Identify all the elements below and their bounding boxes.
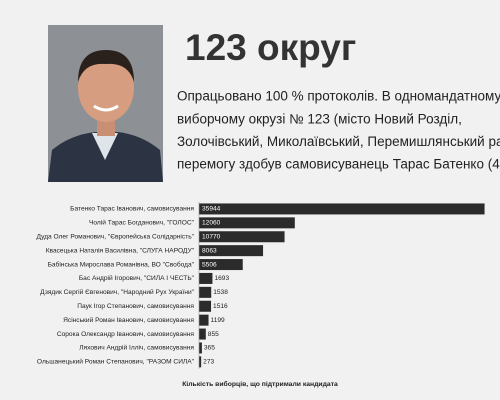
bar [199, 356, 202, 368]
value-label: 1516 [213, 303, 228, 310]
description-line: Золочівський, Миколаївський, Перемишлянс… [177, 134, 500, 149]
value-label: 1199 [211, 317, 226, 324]
category-label: Ясінський Роман Іванович, самовисування [63, 316, 194, 324]
description-line: виборчому окрузі № 123 (місто Новий Розд… [177, 111, 462, 126]
value-label: 10770 [202, 234, 221, 241]
bar [199, 272, 213, 284]
value-label: 273 [203, 359, 214, 366]
value-label: 35944 [202, 206, 221, 213]
category-label: Батенко Тарас Іванович, самовисування [70, 206, 194, 213]
category-label: Дуда Олег Романович, "Європейська Соліда… [37, 233, 195, 241]
description-line: перемогу здобув самовисуванець Тарас Бат… [177, 157, 500, 172]
bar [199, 245, 264, 257]
category-label: Ольшанецький Роман Степанович, "РАЗОМ СИ… [37, 358, 195, 366]
description-line: Опрацьовано 100 % протоколів. В одноманд… [177, 89, 500, 104]
portrait [48, 25, 163, 182]
value-label: 12060 [202, 220, 221, 227]
value-label: 855 [208, 331, 219, 338]
category-label: Дзядик Сергій Євгенович, "Народний Рух У… [40, 288, 195, 296]
value-label: 1693 [214, 275, 229, 282]
category-label: Сорока Олександр Іванович, самовисування [57, 331, 195, 338]
bar [199, 259, 243, 271]
category-label: Квасецька Наталія Василівна, "СЛУГА НАРО… [46, 246, 195, 254]
bar [199, 328, 206, 340]
category-label: Паук Ігор Степанович, самовисування [77, 303, 194, 310]
bar [199, 203, 485, 215]
category-label: Чолій Тарас Богданович, "ГОЛОС" [89, 219, 195, 227]
category-label: Бабінська Мирослава Романівна, ВО "Свобо… [48, 260, 195, 268]
x-axis-label: Кількість виборців, що підтримали кандид… [182, 380, 338, 388]
category-label: Бас Андрій Ігорович, "СИЛА І ЧЕСТЬ" [79, 274, 195, 282]
bar [199, 286, 212, 298]
value-label: 5506 [202, 261, 217, 268]
bar [199, 342, 202, 354]
value-label: 365 [204, 345, 215, 352]
bar [199, 231, 285, 243]
category-label: Ляхович Андрій Ілліч, самовисування [79, 344, 194, 352]
value-label: 8063 [202, 247, 217, 254]
value-label: 1538 [213, 289, 228, 296]
title: 123 округ [185, 27, 356, 68]
bar [199, 314, 209, 326]
bar [199, 300, 212, 312]
bar [199, 217, 295, 229]
